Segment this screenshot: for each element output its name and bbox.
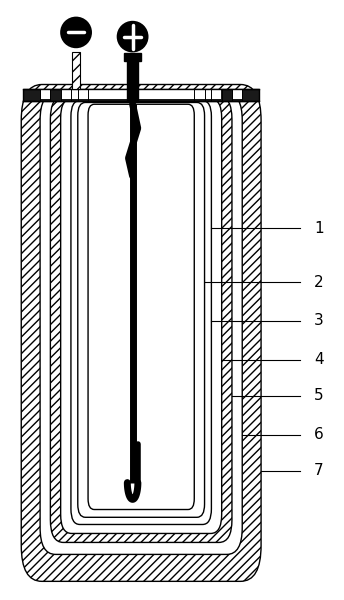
Text: 2: 2 <box>314 275 324 290</box>
Bar <box>61 90 221 100</box>
Text: 7: 7 <box>314 463 324 478</box>
Bar <box>23 89 259 101</box>
Bar <box>128 56 138 101</box>
Bar <box>233 91 241 99</box>
Text: 1: 1 <box>314 221 324 236</box>
Bar <box>124 53 141 61</box>
FancyBboxPatch shape <box>40 94 242 554</box>
FancyBboxPatch shape <box>78 103 205 517</box>
Text: 4: 4 <box>314 352 324 367</box>
FancyBboxPatch shape <box>61 99 222 533</box>
Bar <box>72 52 80 89</box>
Text: 3: 3 <box>314 313 324 328</box>
Text: 5: 5 <box>314 388 324 403</box>
FancyBboxPatch shape <box>88 104 194 509</box>
Ellipse shape <box>118 22 148 52</box>
FancyBboxPatch shape <box>71 101 212 524</box>
FancyBboxPatch shape <box>50 97 232 542</box>
Text: 6: 6 <box>314 427 324 442</box>
Ellipse shape <box>61 17 91 47</box>
FancyBboxPatch shape <box>21 85 261 581</box>
Bar <box>41 91 50 99</box>
